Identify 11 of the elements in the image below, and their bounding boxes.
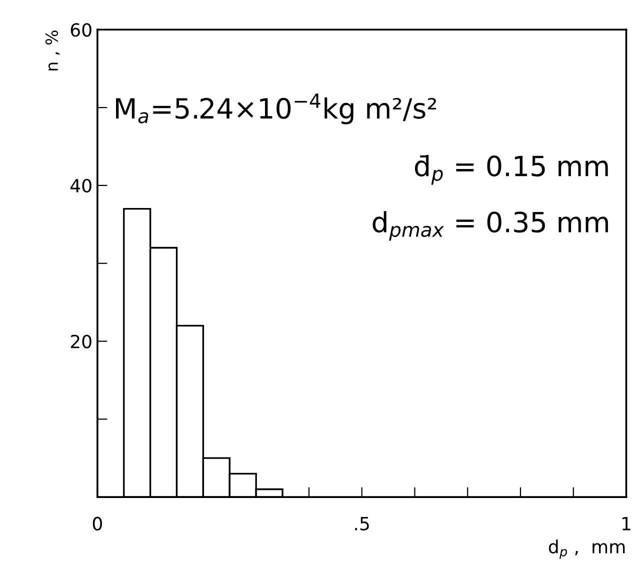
x-tick-label: 0	[92, 516, 102, 530]
x-tick-label: 1	[622, 517, 630, 530]
y-tick-label: 40	[70, 178, 92, 193]
x-axis-title: d$_{p}$ , mm	[548, 540, 625, 559]
annotation: M$_{a}$=5.24×10$^{−4}$kg m²/s²	[116, 94, 436, 124]
annotation: d$_{pmax}$ = 0.35 mm	[372, 211, 608, 241]
y-axis-title: n , %	[45, 30, 60, 70]
y-tick-label: 20	[70, 334, 92, 348]
annotation: d̄$_{p}$ = 0.15 mm	[414, 155, 608, 185]
y-tick-label: 60	[70, 23, 92, 37]
x-tick-label: .5	[355, 517, 369, 530]
